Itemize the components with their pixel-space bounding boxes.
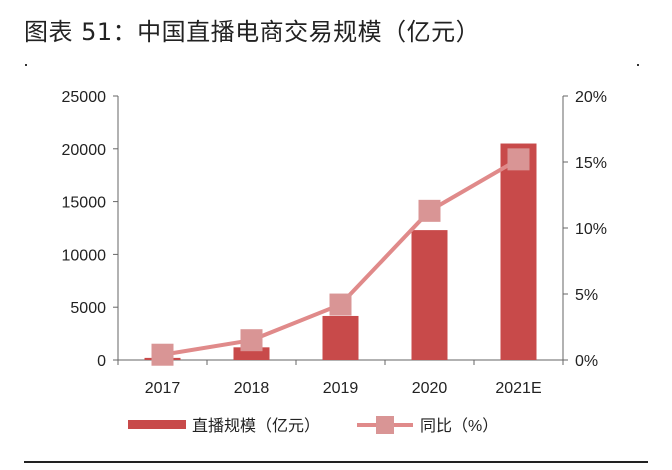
line-marker bbox=[418, 199, 441, 222]
line-marker bbox=[240, 329, 263, 352]
bar bbox=[411, 230, 448, 360]
x-tick-label: 2018 bbox=[234, 380, 270, 397]
bar bbox=[500, 143, 537, 360]
right-tick-label: 15% bbox=[575, 155, 607, 172]
left-tick-label: 20000 bbox=[62, 142, 107, 159]
corner-mark bbox=[25, 64, 27, 66]
corner-mark bbox=[637, 64, 639, 66]
legend-line-label: 同比（%） bbox=[420, 417, 498, 435]
left-tick-label: 5000 bbox=[70, 300, 106, 317]
x-tick-label: 2019 bbox=[323, 380, 359, 397]
chart-title: 图表 51：中国直播电商交易规模（亿元） bbox=[24, 18, 481, 46]
legend-bar-label: 直播规模（亿元） bbox=[192, 417, 320, 435]
line-marker bbox=[329, 293, 352, 316]
left-tick-label: 0 bbox=[97, 353, 106, 370]
right-tick-label: 20% bbox=[575, 89, 607, 106]
bar bbox=[322, 315, 359, 360]
left-tick-label: 15000 bbox=[62, 195, 107, 212]
left-tick-label: 25000 bbox=[62, 89, 107, 106]
line-marker bbox=[151, 343, 174, 366]
legend-line-marker bbox=[376, 416, 394, 434]
x-tick-label: 2017 bbox=[145, 380, 181, 397]
right-tick-label: 0% bbox=[575, 353, 598, 370]
legend-bar-swatch bbox=[128, 420, 186, 429]
left-tick-label: 10000 bbox=[62, 247, 107, 264]
x-tick-label: 2021E bbox=[495, 380, 541, 397]
right-tick-label: 10% bbox=[575, 221, 607, 238]
line-marker bbox=[507, 148, 530, 171]
right-tick-label: 5% bbox=[575, 287, 598, 304]
x-tick-label: 2020 bbox=[412, 380, 448, 397]
